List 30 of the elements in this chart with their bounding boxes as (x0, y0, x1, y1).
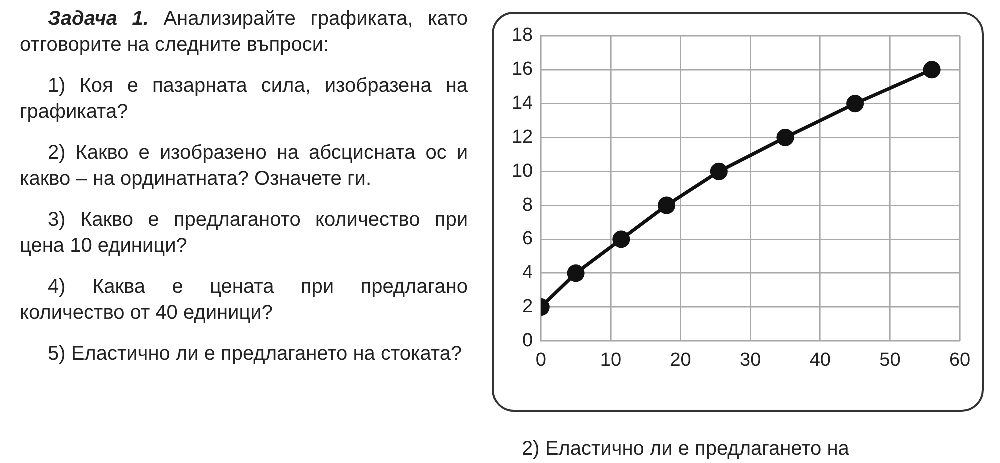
point (923, 61, 941, 79)
x-tick-label: 60 (949, 350, 971, 371)
y-tick-label: 16 (512, 59, 534, 80)
text: 4) Каква е цената при предлагано количество от 40 единици? (20, 275, 468, 326)
y-tick-label: 14 (512, 93, 534, 114)
text: 3) Какво е предлаганото количество при цена 10 единици? (20, 208, 468, 259)
text: 2) Какво е изобразено на абсцисната ос и какво – на ординатната? Означете ги. (20, 141, 468, 192)
x-tick-label: 30 (740, 350, 762, 371)
x-tick-label: 50 (880, 350, 901, 371)
y-tick-label: 4 (522, 262, 534, 284)
y-tick-label: 10 (512, 160, 534, 182)
text: 1) Коя е пазарната сила, изобразена на графиката? (20, 74, 468, 125)
text: Задача 1. (48, 8, 149, 30)
x-tick-label: 20 (670, 350, 692, 371)
y-tick-label: 12 (512, 126, 534, 148)
point (846, 95, 864, 113)
y-tick-label: 18 (512, 25, 534, 46)
point (658, 196, 676, 214)
y-tick-label: 6 (522, 228, 534, 250)
x-tick-label: 10 (600, 350, 622, 371)
point (776, 128, 794, 146)
point (567, 264, 585, 282)
point (612, 230, 630, 248)
x-tick-label: 40 (810, 350, 831, 371)
text: 5) Еластично ли е предлагането на стоката? (47, 342, 464, 367)
y-tick-label: 0 (522, 330, 534, 352)
point (710, 162, 728, 180)
y-tick-label: 8 (522, 194, 534, 216)
y-tick-label: 2 (522, 296, 534, 318)
text: 2) Еластично ли е предлагането на (522, 438, 850, 461)
